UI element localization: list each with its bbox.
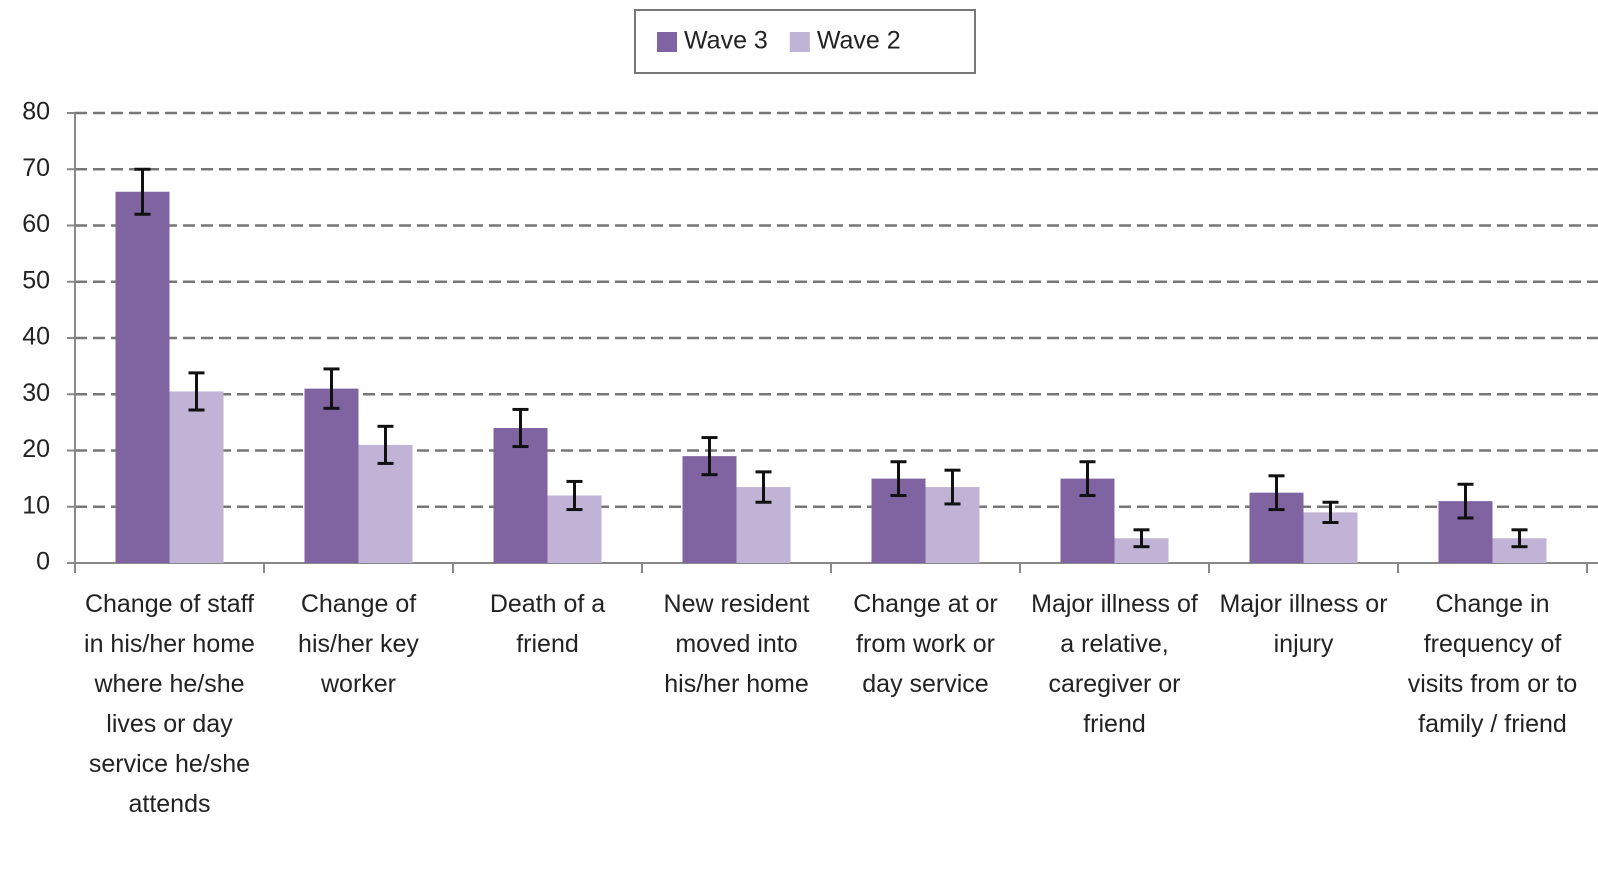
error-bar	[323, 367, 340, 410]
x-tick-label: Major illness or injury	[1219, 590, 1387, 658]
error-bar	[512, 407, 529, 449]
error-bar	[1079, 460, 1096, 497]
y-tick-label: 20	[22, 435, 50, 463]
error-bar	[1322, 500, 1339, 524]
error-bar	[377, 424, 394, 465]
error-bar	[1457, 482, 1474, 520]
error-bar	[566, 479, 583, 512]
y-tick-label: 0	[36, 548, 50, 576]
y-tick-label: 70	[22, 154, 50, 182]
legend-label: Wave 3	[684, 27, 768, 55]
error-bar	[701, 436, 718, 477]
x-tick-label: Change of his/her key worker	[298, 590, 419, 698]
bar	[169, 391, 224, 563]
error-bar	[134, 167, 151, 216]
x-tick-label: New resident moved into his/her home	[664, 590, 810, 698]
legend-label: Wave 2	[817, 27, 901, 55]
y-tick-label: 10	[22, 491, 50, 519]
legend-swatch	[657, 32, 677, 52]
bar	[493, 428, 548, 563]
bar	[115, 191, 170, 563]
bar	[304, 388, 359, 563]
error-bar	[1268, 474, 1285, 512]
x-tick-label: Change in frequency of visits from or to fa…	[1408, 590, 1577, 738]
x-tick-label: Change of staff in his/her home where he/s…	[84, 590, 255, 818]
error-bar	[188, 371, 205, 412]
x-tick-label: Change at or from work or day service	[853, 590, 998, 698]
error-bar	[1133, 528, 1150, 549]
y-tick-label: 30	[22, 379, 50, 407]
error-bar	[1511, 528, 1528, 549]
legend-swatch	[789, 32, 810, 52]
y-tick-label: 50	[22, 266, 50, 294]
y-tick-label: 40	[22, 323, 50, 351]
error-bar	[890, 460, 907, 497]
x-tick-label: Major illness of a relative, caregiver or f…	[1031, 590, 1198, 738]
y-tick-label: 80	[22, 98, 50, 126]
error-bar	[944, 468, 961, 506]
error-bar	[755, 470, 772, 504]
y-tick-label: 60	[22, 210, 50, 238]
x-tick-label: Death of a friend	[490, 590, 605, 658]
